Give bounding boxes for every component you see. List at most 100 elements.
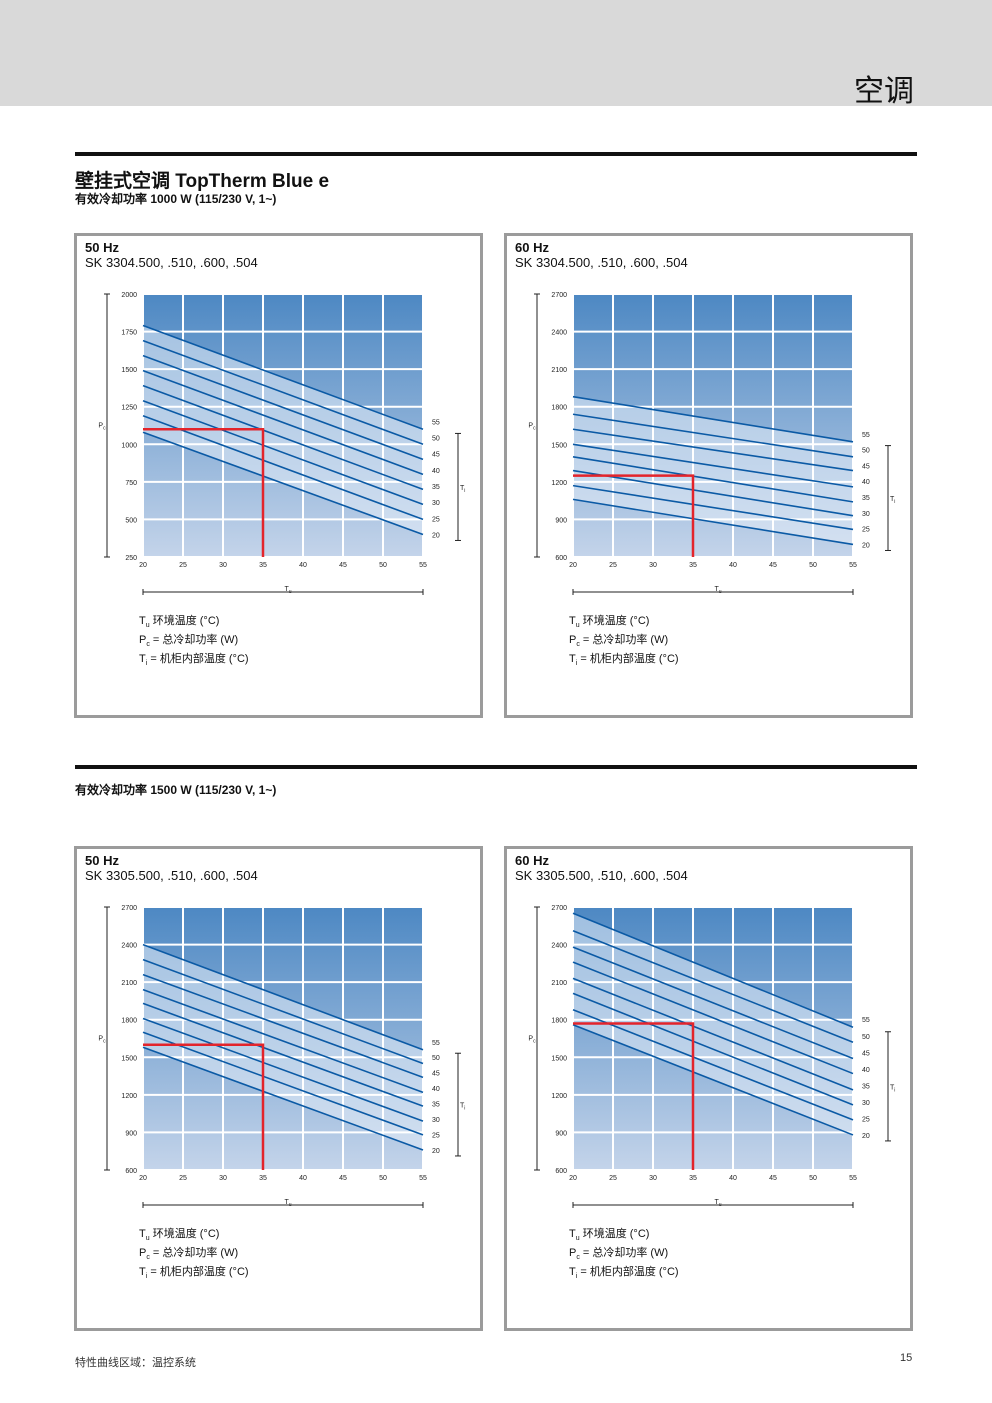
tu-axis-label: Tu — [714, 586, 721, 595]
operating-point-marker — [143, 428, 265, 557]
y-tick-label: 2000 — [121, 292, 137, 299]
series-label-50: 50 — [862, 1034, 870, 1041]
y-tick-label: 2700 — [121, 905, 137, 912]
tu-axis-label: Tu — [284, 1199, 291, 1208]
series-line-ti-40 — [142, 369, 424, 476]
series-line-ti-25 — [572, 484, 854, 531]
series-label-35: 35 — [432, 484, 440, 491]
y-tick-label: 600 — [125, 1168, 137, 1175]
x-tick-label: 20 — [569, 562, 577, 569]
series-line-ti-30 — [572, 469, 854, 517]
y-tick-label: 900 — [555, 1130, 567, 1137]
series-line-ti-25 — [142, 1031, 424, 1136]
series-line-ti-20 — [572, 1023, 854, 1136]
y-tick-label: 250 — [125, 555, 137, 562]
x-tick-label: 55 — [419, 562, 427, 569]
y-tick-label: 900 — [555, 517, 567, 524]
series-label-35: 35 — [862, 1083, 870, 1090]
series-label-25: 25 — [862, 1116, 870, 1123]
y-tick-label: 750 — [125, 480, 137, 487]
x-tick-label: 40 — [729, 562, 737, 569]
series-label-55: 55 — [862, 432, 870, 439]
series-line-ti-40 — [572, 443, 854, 488]
x-tick-label: 35 — [259, 562, 267, 569]
ti-axis-label: Ti — [890, 1084, 895, 1093]
y-tick-label: 2100 — [551, 367, 567, 374]
series-label-30: 30 — [862, 511, 870, 518]
series-label-45: 45 — [432, 452, 440, 459]
series-line-ti-30 — [572, 992, 854, 1106]
series-line-ti-40 — [572, 961, 854, 1075]
y-tick-label: 2700 — [551, 292, 567, 299]
chart-legend: Tu 环境温度 (°C) Pc = 总冷却功率 (W) Ti = 机柜内部温度 … — [139, 614, 249, 672]
operating-range-band — [573, 913, 853, 1135]
legend-tu: Tu 环境温度 (°C) — [139, 615, 220, 630]
chart-legend: Tu 环境温度 (°C) Pc = 总冷却功率 (W) Ti = 机柜内部温度 … — [139, 1227, 249, 1285]
legend-pc: Pc = 总冷却功率 (W) — [139, 634, 239, 649]
y-tick-label: 900 — [125, 1130, 137, 1137]
frequency-label: 50 Hz — [85, 240, 119, 255]
series-line-ti-35 — [142, 384, 424, 491]
x-tick-label: 20 — [139, 562, 147, 569]
x-tick-label: 20 — [569, 1175, 577, 1182]
legend-ti: Ti = 机柜内部温度 (°C) — [569, 653, 679, 668]
series-label-55: 55 — [432, 419, 440, 426]
x-tick-label: 30 — [219, 1175, 227, 1182]
x-tick-label: 35 — [259, 1175, 267, 1182]
y-tick-label: 1800 — [121, 1018, 137, 1025]
middle-rule — [75, 765, 917, 769]
legend-pc: Pc = 总冷却功率 (W) — [569, 1247, 669, 1262]
series-line-ti-20 — [572, 498, 854, 546]
x-tick-label: 30 — [649, 1175, 657, 1182]
performance-chart: 55 50 45 40 35 30 25 20 Ti 250 500 750 1000 1250 1500 1… — [98, 292, 465, 595]
x-tick-label: 20 — [139, 1175, 147, 1182]
series-label-25: 25 — [862, 527, 870, 534]
series-label-55: 55 — [862, 1017, 870, 1024]
series-label-55: 55 — [432, 1040, 440, 1047]
series-line-ti-40 — [142, 988, 424, 1094]
x-tick-label: 25 — [179, 562, 187, 569]
operating-range-band — [143, 944, 423, 1150]
series-label-35: 35 — [862, 495, 870, 502]
series-line-ti-20 — [142, 431, 424, 536]
y-tick-label: 600 — [555, 555, 567, 562]
top-bar — [0, 0, 992, 106]
y-tick-label: 1500 — [121, 367, 137, 374]
x-tick-label: 35 — [689, 1175, 697, 1182]
series-line-ti-45 — [142, 973, 424, 1079]
tu-axis-label: Tu — [714, 1199, 721, 1208]
series-line-ti-25 — [142, 414, 424, 521]
x-tick-label: 45 — [769, 562, 777, 569]
frequency-label: 60 Hz — [515, 853, 549, 868]
pc-axis-label: Pc — [98, 423, 106, 432]
legend-tu: Tu 环境温度 (°C) — [569, 615, 650, 630]
series-line-ti-20 — [142, 1046, 424, 1151]
series-line-ti-45 — [572, 946, 854, 1060]
x-tick-label: 40 — [299, 1175, 307, 1182]
x-tick-label: 30 — [219, 562, 227, 569]
series-label-50: 50 — [432, 1055, 440, 1062]
y-tick-label: 2400 — [551, 943, 567, 950]
y-tick-label: 1500 — [551, 1055, 567, 1062]
y-tick-label: 2100 — [121, 980, 137, 987]
series-line-ti-35 — [572, 977, 854, 1091]
legend-ti: Ti = 机柜内部温度 (°C) — [139, 653, 249, 668]
x-tick-label: 45 — [339, 562, 347, 569]
series-line-ti-35 — [572, 456, 854, 503]
y-tick-label: 1500 — [551, 442, 567, 449]
series-label-45: 45 — [862, 1050, 870, 1057]
x-tick-label: 35 — [689, 562, 697, 569]
series-line-ti-55 — [142, 324, 424, 431]
performance-chart: 55 50 45 40 35 30 25 20 Ti 600 900 1200 1500 1800 2100… — [528, 905, 895, 1208]
y-tick-label: 500 — [125, 517, 137, 524]
y-tick-label: 1200 — [551, 480, 567, 487]
operating-point-marker — [573, 1022, 695, 1170]
chart-legend: Tu 环境温度 (°C) Pc = 总冷却功率 (W) Ti = 机柜内部温度 … — [569, 1227, 679, 1285]
section-title: 空调 — [854, 74, 914, 109]
series-line-ti-30 — [142, 1017, 424, 1122]
y-tick-label: 1500 — [121, 1055, 137, 1062]
series-label-35: 35 — [432, 1102, 440, 1109]
x-tick-label: 45 — [769, 1175, 777, 1182]
series-label-30: 30 — [432, 500, 440, 507]
chart-panel-1000w-50hz: 50 Hz SK 3304.500, .510, .600, .504 55 50… — [74, 233, 483, 718]
